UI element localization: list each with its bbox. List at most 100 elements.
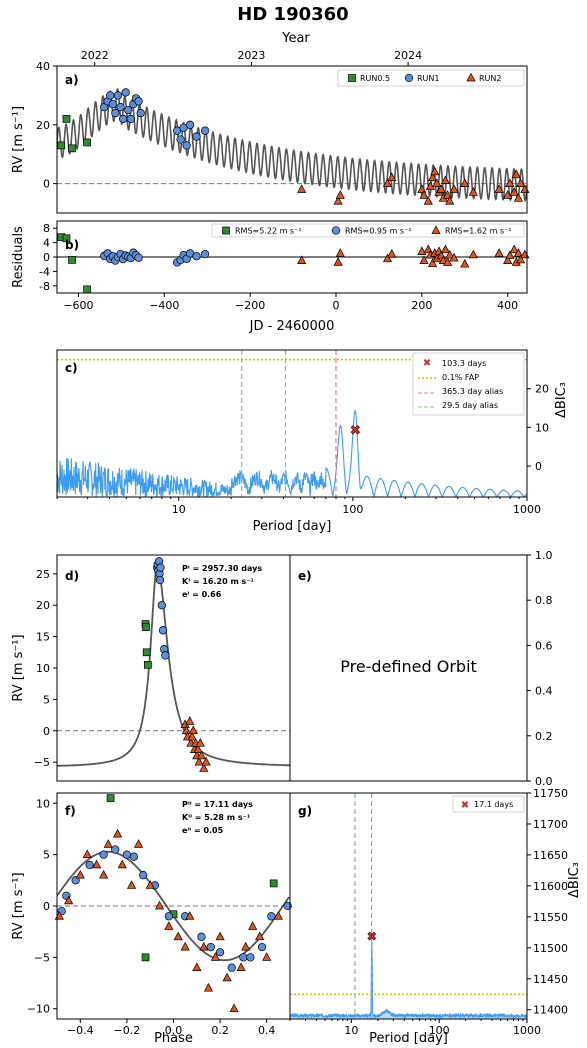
data-point bbox=[503, 255, 513, 264]
x-tick-label: 100 bbox=[429, 1024, 450, 1037]
data-point bbox=[333, 195, 343, 205]
panel-label: c) bbox=[65, 361, 78, 375]
orbit-annotation: Kᴵ = 16.20 m s⁻¹ bbox=[182, 577, 255, 586]
data-point bbox=[460, 258, 470, 268]
data-point bbox=[158, 626, 168, 635]
y-tick-label: 11450 bbox=[533, 973, 568, 986]
orbit-annotation: Pᴵ = 2957.30 days bbox=[182, 564, 262, 573]
x-axis-label: Period [day] bbox=[253, 519, 332, 534]
data-point bbox=[382, 253, 393, 263]
y-tick-label: 11750 bbox=[533, 787, 568, 800]
data-point bbox=[164, 921, 174, 930]
y-axis-label: RV [m s⁻¹] bbox=[11, 634, 26, 701]
data-point bbox=[142, 623, 150, 632]
legend-box bbox=[337, 69, 525, 87]
y-tick-label: 20 bbox=[535, 383, 549, 396]
y-tick-label: 25 bbox=[36, 568, 50, 581]
data-point bbox=[513, 193, 523, 202]
data-point bbox=[134, 97, 143, 106]
data-point bbox=[145, 880, 155, 889]
data-point bbox=[297, 255, 307, 264]
legend-label: 103.3 days bbox=[442, 359, 486, 368]
y-tick-label: -8 bbox=[39, 280, 50, 293]
y-tick-label: 40 bbox=[36, 60, 50, 73]
data-point bbox=[92, 859, 102, 869]
periodogram-line bbox=[57, 409, 527, 497]
data-point bbox=[423, 195, 433, 205]
data-point bbox=[181, 725, 191, 735]
top-axis-label: Year bbox=[281, 31, 310, 46]
figure-title: HD 190360 bbox=[237, 4, 348, 25]
y-tick-label: 0 bbox=[535, 460, 542, 473]
data-point bbox=[164, 912, 173, 921]
axes-frame bbox=[289, 792, 528, 1020]
x-tick-label: 0.4 bbox=[258, 1024, 276, 1037]
data-point bbox=[201, 756, 211, 766]
model-curve bbox=[57, 565, 290, 767]
data-point bbox=[126, 114, 135, 124]
data-point bbox=[126, 880, 137, 889]
data-point bbox=[136, 108, 145, 118]
data-point bbox=[215, 948, 225, 957]
data-point bbox=[513, 248, 523, 257]
x-tick-label: 200 bbox=[411, 299, 432, 312]
data-point bbox=[122, 850, 132, 859]
data-point bbox=[124, 105, 133, 115]
top-tick-label: 2023 bbox=[237, 49, 265, 62]
x-tick-label: −0.4 bbox=[67, 1024, 94, 1037]
legend-label: 365.3 day alias bbox=[442, 387, 503, 396]
data-point bbox=[432, 178, 442, 187]
x-tick-label: −400 bbox=[149, 299, 179, 312]
data-point bbox=[194, 756, 204, 766]
data-point bbox=[108, 100, 117, 109]
y-tick-label: 15 bbox=[36, 631, 50, 644]
x-tick-label: 1000 bbox=[513, 1024, 541, 1037]
data-point bbox=[520, 249, 530, 259]
data-point bbox=[494, 248, 504, 257]
data-point bbox=[75, 869, 85, 879]
y-tick-label: 11600 bbox=[533, 880, 568, 893]
data-point bbox=[173, 931, 183, 941]
x-tick-label: 400 bbox=[497, 299, 518, 312]
data-point bbox=[139, 871, 148, 880]
axes-frame bbox=[56, 65, 528, 214]
legend-marker bbox=[466, 72, 476, 82]
y-tick-label: 11650 bbox=[533, 849, 568, 862]
peak-marker: ✖ bbox=[350, 423, 361, 438]
data-point bbox=[155, 575, 165, 585]
panel-g: ✖ 11400 11450 11500 11550 11600 11650 11700 1175… bbox=[289, 787, 582, 1046]
legend-box bbox=[211, 223, 525, 238]
y-tick-label: 11500 bbox=[533, 942, 568, 955]
data-point bbox=[199, 763, 209, 772]
data-point bbox=[255, 931, 265, 941]
data-point bbox=[449, 252, 459, 262]
data-point bbox=[83, 138, 91, 147]
data-point bbox=[222, 972, 232, 982]
data-point bbox=[297, 184, 307, 193]
data-point bbox=[387, 248, 397, 258]
data-point bbox=[182, 141, 191, 150]
data-point bbox=[68, 256, 76, 264]
y-axis-label: ΔBIC₃ bbox=[567, 862, 582, 898]
axes-frame bbox=[289, 554, 528, 782]
data-point bbox=[227, 963, 236, 972]
panel-d: −5 0 5 10 15 20 25 RV [m s⁻¹] d) Pᴵ = 2957.30 day… bbox=[11, 554, 291, 782]
data-point bbox=[192, 132, 201, 141]
data-point bbox=[515, 178, 526, 187]
y-tick-label: 0.6 bbox=[535, 639, 553, 652]
center-text: Pre-defined Orbit bbox=[340, 657, 477, 676]
data-point bbox=[436, 184, 446, 193]
data-point bbox=[113, 91, 123, 100]
legend-label: RMS=1.62 m s⁻¹ bbox=[445, 227, 512, 236]
y-tick-label: 11700 bbox=[533, 818, 568, 831]
orbit-annotation: eᴵ = 0.66 bbox=[182, 590, 222, 599]
x-tick-label: 0 bbox=[332, 299, 339, 312]
y-axis-label: RV [m s⁻¹] bbox=[11, 872, 26, 939]
legend-marker bbox=[348, 74, 356, 82]
data-point bbox=[103, 839, 113, 848]
y-axis-label: Residuals bbox=[11, 226, 26, 288]
data-point bbox=[203, 982, 214, 992]
y-axis-label: RV [m s⁻¹] bbox=[11, 106, 26, 173]
x-axis-label: JD - 2460000 bbox=[249, 319, 335, 334]
